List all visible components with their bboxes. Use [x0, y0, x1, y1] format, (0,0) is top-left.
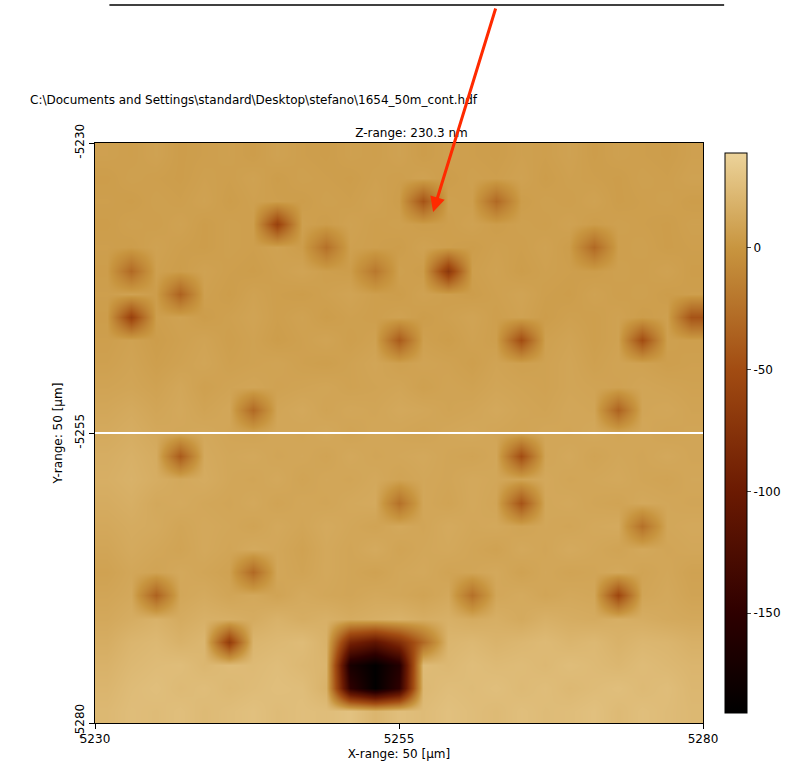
svg-text:-50: -50 [753, 363, 773, 377]
svg-text:Z-range: 230.3 nm: Z-range: 230.3 nm [355, 126, 468, 140]
svg-text:5280: 5280 [688, 732, 719, 746]
svg-text:-150: -150 [753, 606, 780, 620]
svg-text:0: 0 [753, 241, 761, 255]
svg-text:X-range: 50 [µm]: X-range: 50 [µm] [348, 747, 450, 761]
svg-text:-5230: -5230 [73, 124, 87, 159]
svg-text:5230: 5230 [80, 732, 111, 746]
svg-text:Y-range: 50 [µm]: Y-range: 50 [µm] [51, 383, 65, 485]
svg-text:-5280: -5280 [73, 704, 87, 739]
svg-text:-5255: -5255 [73, 414, 87, 449]
svg-text:5255: 5255 [384, 732, 415, 746]
svg-text:-100: -100 [753, 485, 780, 499]
svg-text:C:\Documents and Settings\stan: C:\Documents and Settings\standard\Deskt… [30, 93, 478, 107]
